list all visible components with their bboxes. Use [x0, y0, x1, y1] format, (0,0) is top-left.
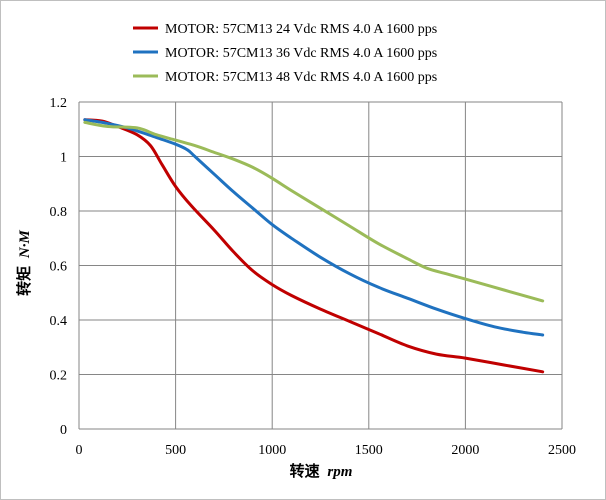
legend-label-2: MOTOR: 57CM13 36 Vdc RMS 4.0 A 1600 pps — [165, 46, 437, 61]
x-tick-label: 2500 — [548, 443, 576, 458]
series-line-1 — [83, 118, 545, 374]
tick-labels: 0 0.2 0.4 0.6 0.8 1 1.2 0 500 1000 1500 2000 2500 — [50, 96, 577, 458]
x-axis-title-main: 转速 — [290, 462, 320, 480]
axes — [78, 102, 562, 430]
x-tick-label: 0 — [76, 443, 83, 458]
x-tick-label: 2000 — [451, 443, 479, 458]
x-tick-label: 1500 — [355, 443, 383, 458]
x-axis-title-unit: rpm — [327, 464, 352, 480]
x-tick-label: 1000 — [258, 443, 286, 458]
y-axis-title-main: 转矩 — [15, 266, 33, 296]
legend-label-3: MOTOR: 57CM13 48 Vdc RMS 4.0 A 1600 pps — [165, 70, 437, 85]
y-axis-title: 转矩 N·M — [15, 229, 33, 295]
series-line-2 — [83, 118, 545, 337]
y-tick-label: 1 — [60, 151, 67, 166]
series-line-3 — [83, 120, 545, 303]
y-tick-label: 0.8 — [50, 205, 68, 220]
y-tick-label: 0.2 — [50, 369, 68, 384]
y-axis-title-unit: N·M — [17, 229, 33, 259]
gridlines — [79, 101, 563, 429]
x-tick-label: 500 — [165, 443, 186, 458]
y-tick-label: 1.2 — [50, 96, 68, 111]
series-layer — [83, 118, 545, 374]
legend-label-1: MOTOR: 57CM13 24 Vdc RMS 4.0 A 1600 pps — [165, 22, 437, 37]
legend: MOTOR: 57CM13 24 Vdc RMS 4.0 A 1600 pps M… — [133, 22, 437, 85]
y-tick-label: 0.6 — [50, 260, 68, 275]
y-tick-label: 0.4 — [50, 314, 68, 329]
x-axis-title: 转速 rpm — [290, 462, 353, 480]
y-tick-label: 0 — [60, 423, 67, 438]
